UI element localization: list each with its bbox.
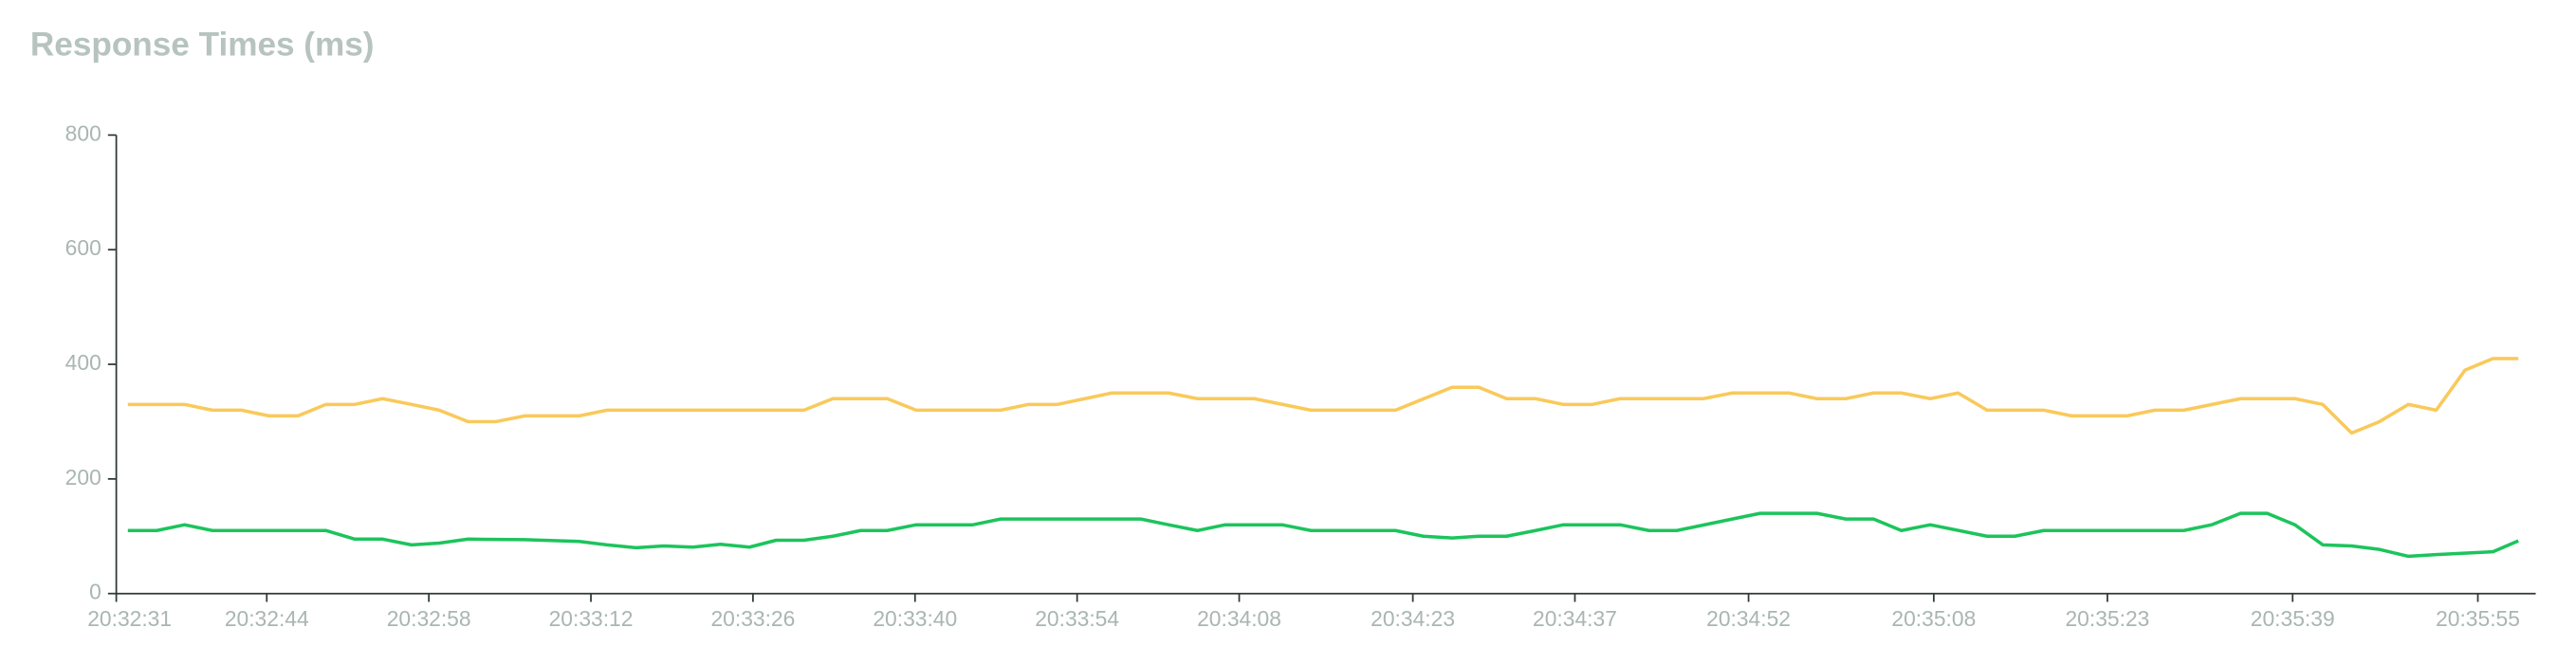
chart-title: Response Times (ms) [30, 26, 375, 63]
x-tick-label: 20:32:44 [225, 606, 309, 631]
x-tick-label: 20:35:23 [2066, 606, 2150, 631]
x-tick-label: 20:32:58 [387, 606, 471, 631]
series-line [127, 511, 2519, 559]
x-tick-label: 20:35:08 [1891, 606, 1976, 631]
y-tick-label: 0 [89, 580, 101, 604]
x-tick-label: 20:34:37 [1533, 606, 1617, 631]
x-tick-label: 20:32:31 [87, 606, 172, 631]
x-tick-label: 20:35:55 [2436, 606, 2520, 631]
x-tick-label: 20:34:23 [1371, 606, 1455, 631]
series-line [127, 357, 2519, 435]
x-tick-label: 20:34:08 [1197, 606, 1281, 631]
x-tick-label: 20:33:40 [873, 606, 957, 631]
x-tick-label: 20:33:12 [549, 606, 634, 631]
x-tick-label: 20:34:52 [1706, 606, 1791, 631]
x-tick-label: 20:33:54 [1035, 606, 1119, 631]
x-tick-label: 20:35:39 [2251, 606, 2335, 631]
x-tick-label: 20:33:26 [710, 606, 795, 631]
y-tick-label: 800 [65, 120, 101, 145]
y-tick-label: 600 [65, 235, 101, 260]
y-tick-label: 200 [65, 465, 101, 490]
y-tick-label: 400 [65, 350, 101, 375]
